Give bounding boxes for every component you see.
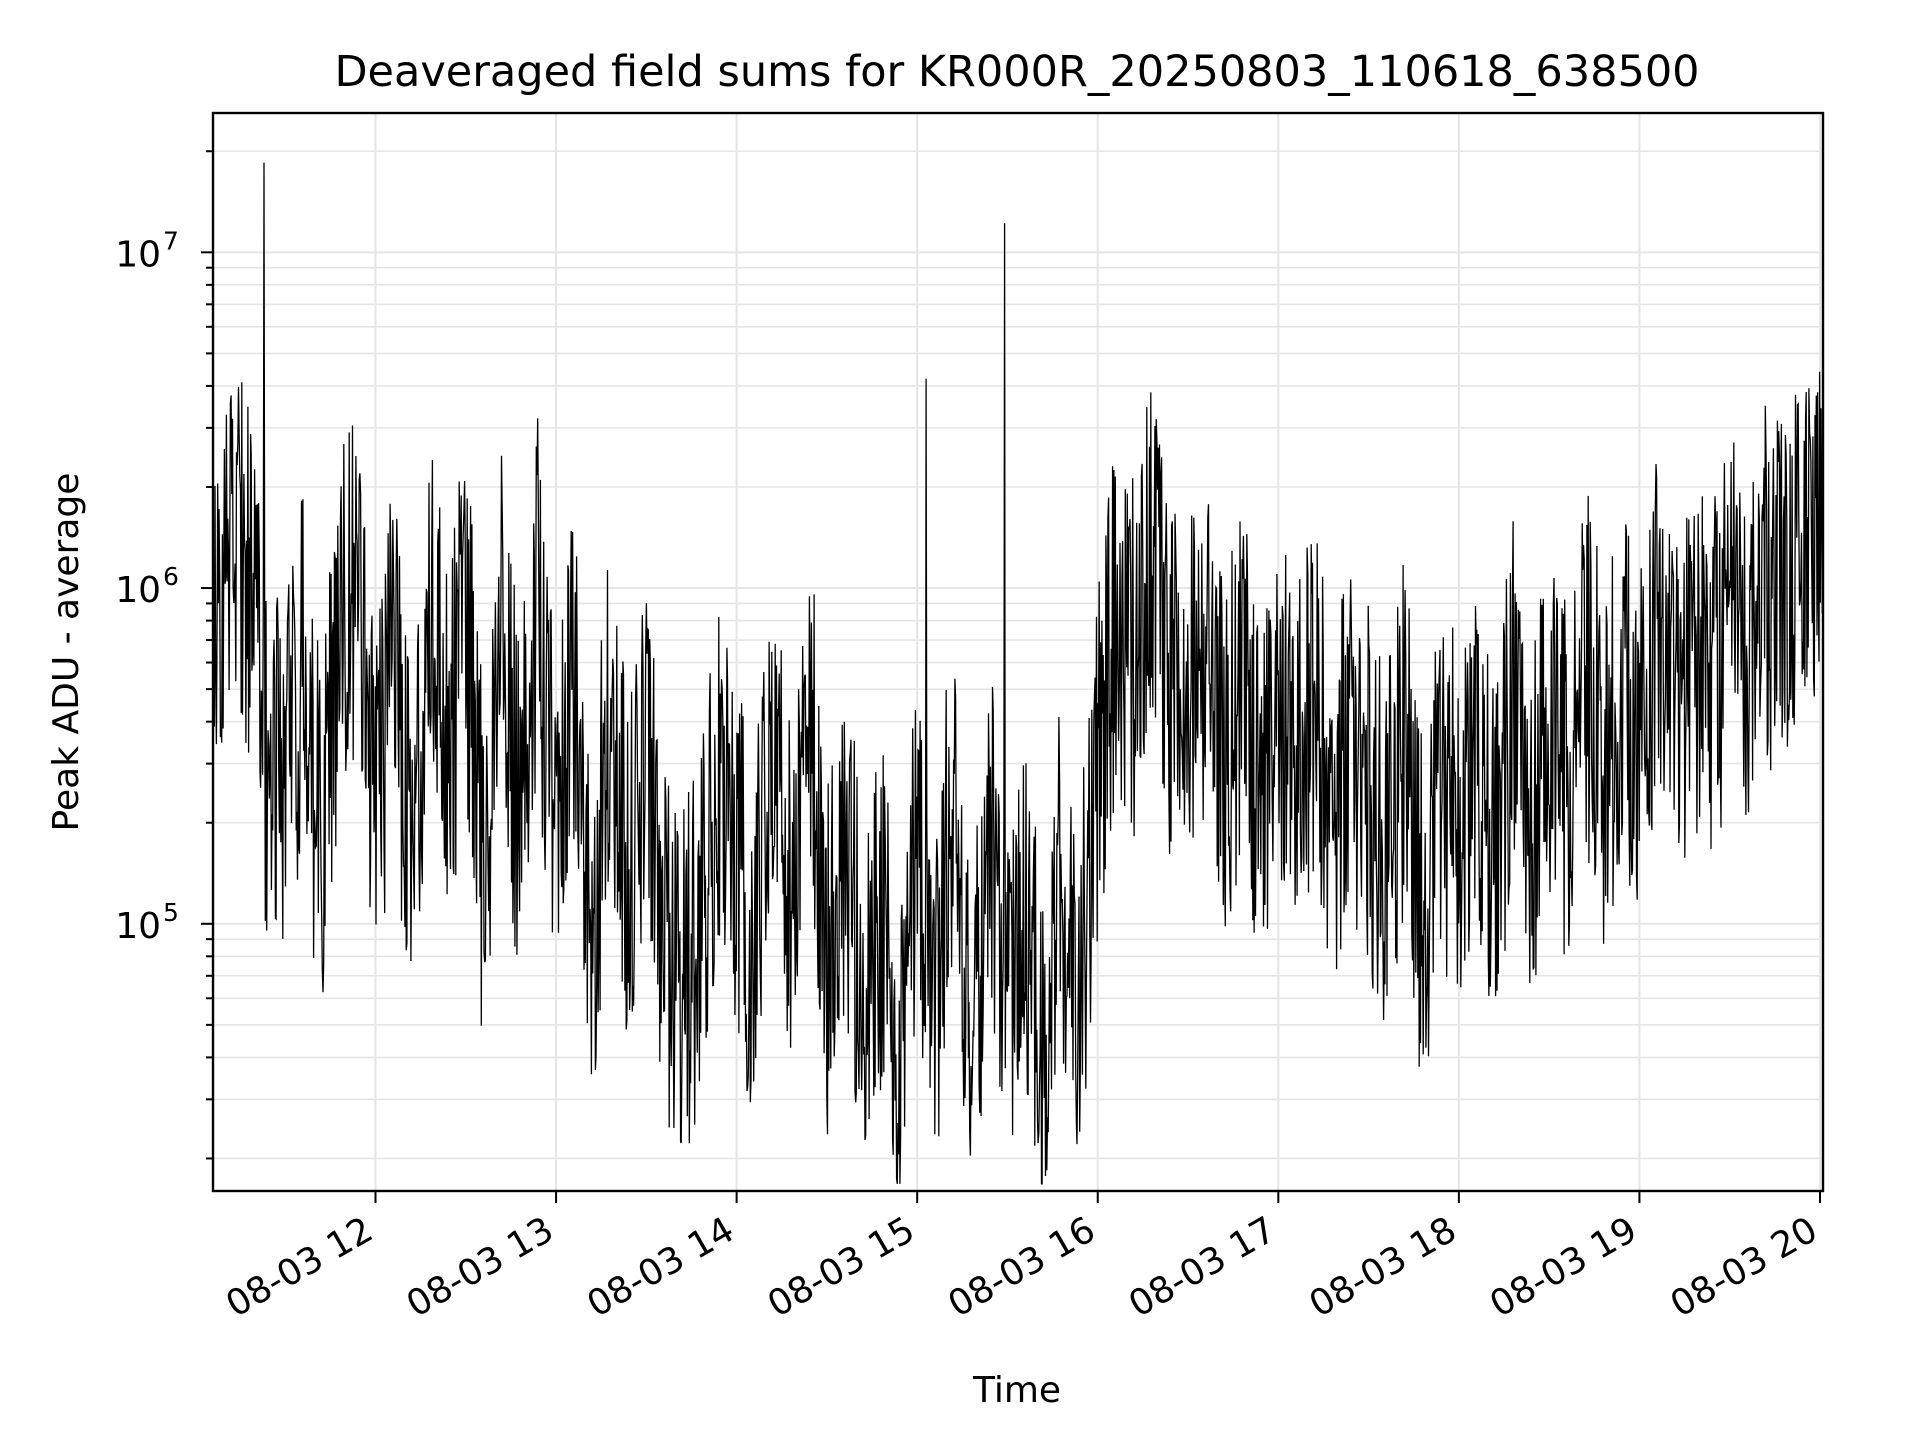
y-tick-label: 10	[115, 906, 161, 947]
y-axis-label: Peak ADU - average	[46, 473, 87, 832]
chart-title: Deaveraged field sums for KR000R_2025080…	[334, 47, 1699, 97]
y-tick-label: 10	[115, 234, 161, 275]
x-axis-label: Time	[972, 1370, 1061, 1411]
series-line-0	[212, 162, 1824, 1185]
y-tick-exponent: 5	[163, 898, 179, 927]
y-tick-exponent: 7	[163, 226, 179, 255]
y-tick-exponent: 6	[163, 562, 179, 591]
plot-area-frame	[211, 111, 1825, 1193]
y-tick-label: 10	[115, 570, 161, 611]
series-layer	[212, 162, 1824, 1185]
